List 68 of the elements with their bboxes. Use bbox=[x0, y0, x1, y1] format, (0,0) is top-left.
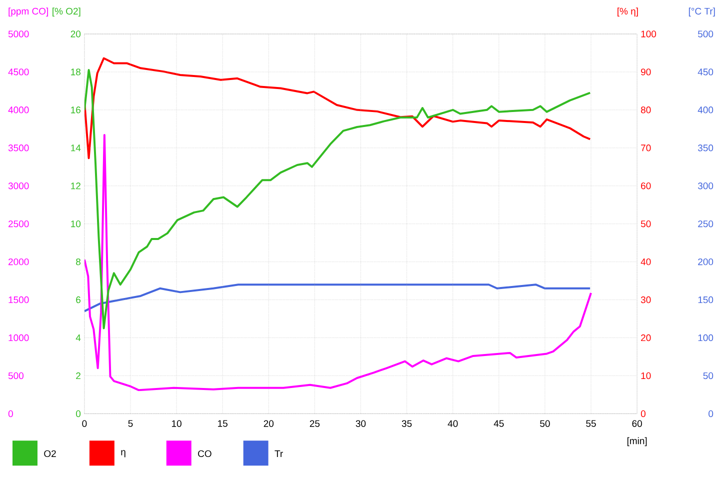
y2-tick-label: 350 bbox=[698, 144, 714, 152]
y2-tick-label: 4 bbox=[76, 334, 81, 342]
y-tick-label: 0 bbox=[640, 410, 646, 418]
y-axis-title: [% η] bbox=[618, 8, 638, 17]
y2-tick-label: 250 bbox=[698, 220, 714, 228]
y2-tick-label: 20 bbox=[70, 30, 81, 38]
y-tick-label: 90 bbox=[641, 68, 651, 76]
y-tick-label: 30 bbox=[640, 296, 651, 304]
y2-tick-label: 2 bbox=[76, 372, 80, 380]
legend-label: Tr bbox=[274, 450, 283, 458]
y-tick-label: 100 bbox=[641, 30, 656, 38]
y2-tick-label: 400 bbox=[698, 106, 714, 114]
line-series bbox=[84, 69, 592, 330]
y2-tick-label: 18 bbox=[71, 68, 81, 76]
y-tick-label: 20 bbox=[641, 334, 651, 342]
y2-tick-label: 150 bbox=[698, 296, 714, 304]
y2-tick-label: 12 bbox=[71, 182, 80, 190]
y-tick-label: 2500 bbox=[8, 220, 29, 228]
y2-axis-title: [°C Tr] bbox=[688, 8, 715, 17]
y2-tick-label: 200 bbox=[698, 258, 714, 266]
legend-label: CO bbox=[198, 450, 212, 458]
y2-tick-label: 10 bbox=[71, 220, 81, 228]
y2-tick-label: 0 bbox=[708, 410, 714, 418]
y2-tick-label: 450 bbox=[698, 68, 714, 76]
y2-axis-title: [% O2] bbox=[52, 8, 80, 17]
y2-tick-label: 500 bbox=[698, 30, 714, 38]
y-axis-title: [ppm CO] bbox=[8, 8, 48, 17]
y-tick-label: 40 bbox=[640, 258, 651, 266]
x-tick-label: 50 bbox=[540, 420, 550, 428]
y-tick-label: 4500 bbox=[8, 68, 29, 76]
y2-tick-label: 14 bbox=[71, 144, 81, 152]
legend-label: η bbox=[121, 450, 126, 458]
x-tick-label: 35 bbox=[402, 420, 412, 428]
legend-label: O2 bbox=[44, 450, 56, 458]
y-tick-label: 50 bbox=[640, 220, 651, 228]
x-tick-label: 10 bbox=[172, 420, 182, 428]
y-tick-label: 10 bbox=[641, 372, 651, 380]
y2-tick-label: 50 bbox=[703, 372, 714, 380]
line-series bbox=[84, 57, 592, 160]
y2-tick-label: 16 bbox=[71, 106, 80, 114]
x-tick-label: 45 bbox=[494, 420, 504, 428]
y-tick-label: 80 bbox=[640, 106, 651, 114]
y2-tick-label: 100 bbox=[698, 334, 714, 342]
y2-tick-label: 8 bbox=[76, 258, 81, 266]
y-tick-label: 2000 bbox=[8, 258, 29, 266]
y-tick-label: 1000 bbox=[8, 334, 29, 342]
x-axis-title: [min] bbox=[627, 437, 647, 446]
y-tick-label: 70 bbox=[641, 144, 651, 152]
y-tick-label: 3500 bbox=[8, 144, 29, 152]
x-tick-label: 30 bbox=[356, 420, 366, 428]
x-tick-label: 20 bbox=[264, 420, 274, 428]
y-tick-label: 0 bbox=[8, 410, 13, 418]
y-tick-label: 500 bbox=[8, 372, 24, 380]
y2-tick-label: 0 bbox=[76, 410, 81, 418]
x-tick-label: 5 bbox=[128, 420, 133, 428]
x-tick-label: 40 bbox=[448, 420, 458, 428]
x-tick-label: 0 bbox=[82, 420, 87, 428]
y-tick-label: 5000 bbox=[8, 30, 29, 38]
y-tick-label: 4000 bbox=[8, 106, 29, 114]
x-tick-label: 15 bbox=[218, 420, 228, 428]
x-tick-label: 60 bbox=[632, 420, 642, 428]
x-tick-label: 25 bbox=[310, 420, 320, 428]
y-tick-label: 3000 bbox=[8, 182, 29, 190]
x-tick-label: 55 bbox=[586, 420, 596, 428]
y-tick-label: 60 bbox=[641, 182, 651, 190]
y2-tick-label: 300 bbox=[698, 182, 714, 190]
y-tick-label: 1500 bbox=[8, 296, 29, 304]
y2-tick-label: 6 bbox=[76, 296, 80, 304]
